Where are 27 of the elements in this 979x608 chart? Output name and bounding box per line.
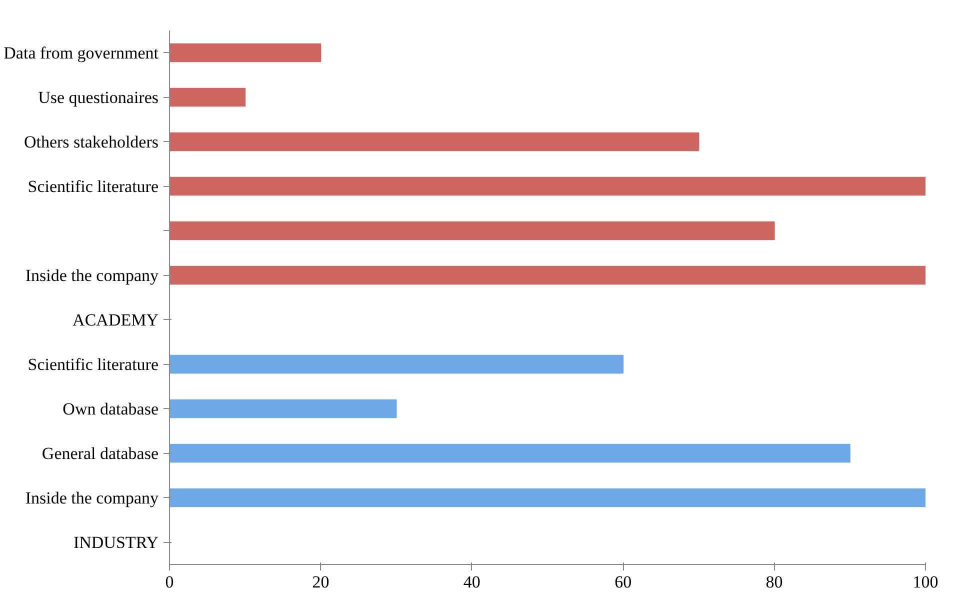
y-tick-label: INDUSTRY <box>73 532 159 552</box>
y-tick-label: Scientific literature <box>28 176 159 196</box>
bar <box>170 43 322 62</box>
x-tick-label: 20 <box>312 572 330 592</box>
y-tick-label: Inside the company <box>25 266 159 285</box>
bar <box>170 176 926 196</box>
y-tick-label: Scientific literature <box>28 354 159 374</box>
x-tick-label: 0 <box>165 572 174 592</box>
y-tick-label: Use questionaires <box>38 88 159 107</box>
x-tick-label: 100 <box>912 572 938 592</box>
y-tick-label: Data from government <box>4 43 159 62</box>
bar <box>170 266 926 285</box>
y-tick-label: Inside the company <box>25 488 159 508</box>
bar <box>170 88 246 107</box>
bar <box>170 221 775 240</box>
bar <box>170 132 700 152</box>
y-tick-label: Others stakeholders <box>24 132 159 152</box>
bar <box>170 488 926 508</box>
y-tick-label: General database <box>42 444 159 463</box>
bar <box>170 444 850 463</box>
x-tick-label: 60 <box>614 572 632 592</box>
y-tick-label: Own database <box>62 399 159 418</box>
bar <box>170 354 624 374</box>
x-tick-label: 80 <box>766 572 783 592</box>
y-tick-label: ACADEMY <box>72 310 159 330</box>
bar <box>170 399 397 418</box>
x-tick-label: 40 <box>463 572 480 592</box>
